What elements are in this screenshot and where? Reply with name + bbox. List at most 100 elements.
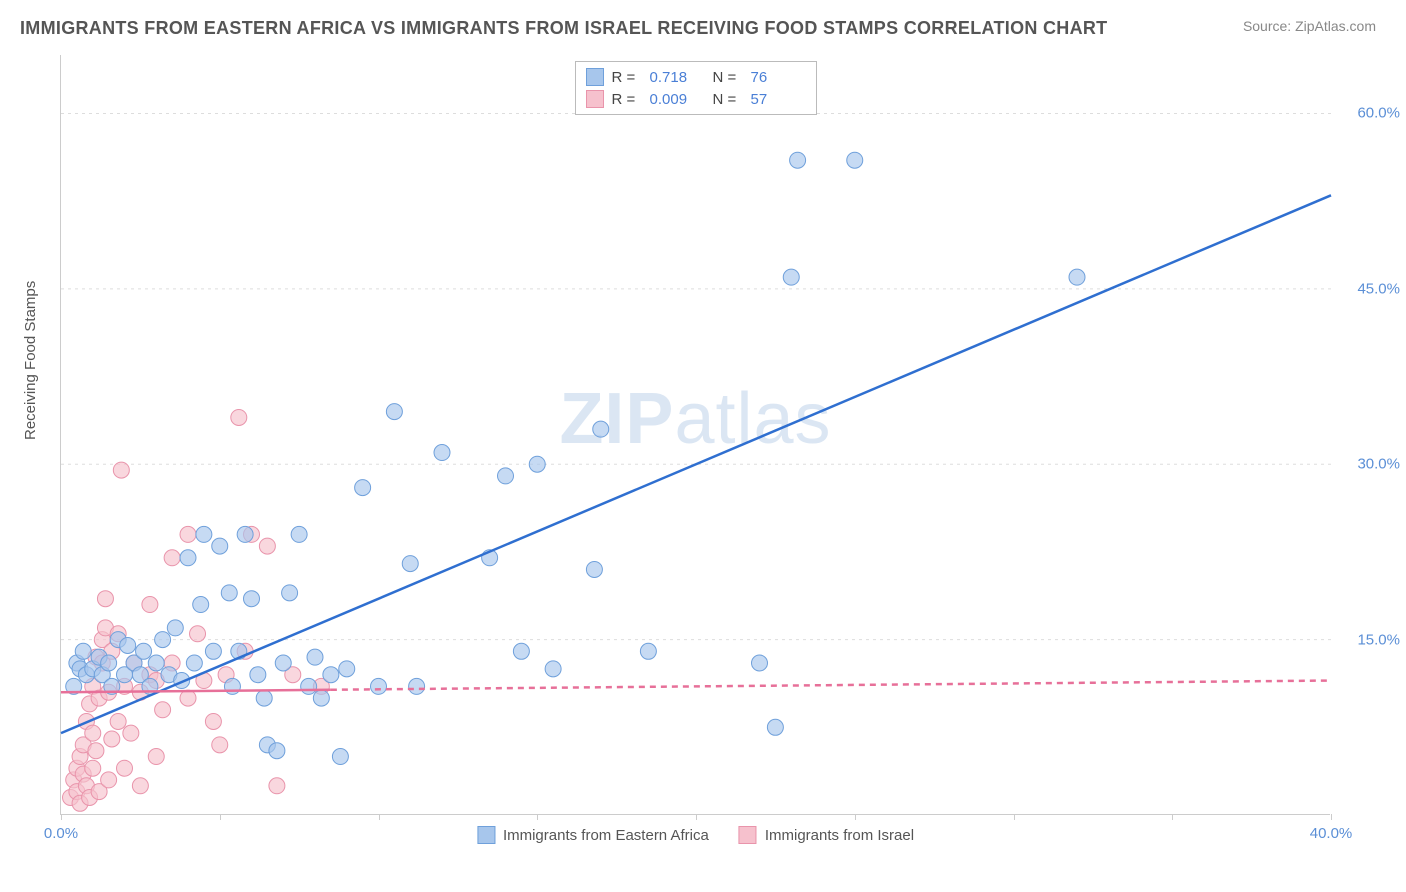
data-point (123, 725, 139, 741)
data-point (256, 690, 272, 706)
data-point (307, 649, 323, 665)
data-point (212, 737, 228, 753)
data-point (205, 713, 221, 729)
legend-swatch-a (586, 68, 604, 86)
data-point (498, 468, 514, 484)
x-tick (855, 814, 856, 820)
data-point (186, 655, 202, 671)
data-point (164, 550, 180, 566)
data-point (117, 760, 133, 776)
data-point (291, 526, 307, 542)
data-point (155, 702, 171, 718)
legend-swatch-b-icon (739, 826, 757, 844)
data-point (323, 667, 339, 683)
legend-row-a: R = 0.718 N = 76 (586, 66, 806, 88)
data-point (101, 655, 117, 671)
data-point (269, 778, 285, 794)
plot-svg (61, 55, 1330, 814)
source-label: Source: ZipAtlas.com (1243, 18, 1376, 34)
x-tick (1331, 814, 1332, 820)
x-tick (696, 814, 697, 820)
x-tick (1014, 814, 1015, 820)
legend-n-label: N = (713, 91, 743, 108)
x-tick-label: 40.0% (1310, 825, 1353, 842)
y-tick-label: 15.0% (1357, 631, 1400, 648)
legend-r-label: R = (612, 69, 642, 86)
data-point (231, 409, 247, 425)
data-point (371, 678, 387, 694)
legend-row-b: R = 0.009 N = 57 (586, 88, 806, 110)
trend-line (331, 681, 1331, 690)
data-point (402, 556, 418, 572)
legend-correlation: R = 0.718 N = 76 R = 0.009 N = 57 (575, 61, 817, 115)
data-point (148, 749, 164, 765)
y-tick-label: 30.0% (1357, 456, 1400, 473)
data-point (85, 725, 101, 741)
data-point (237, 526, 253, 542)
data-point (513, 643, 529, 659)
data-point (640, 643, 656, 659)
x-tick (61, 814, 62, 820)
data-point (529, 456, 545, 472)
data-point (1069, 269, 1085, 285)
data-point (244, 591, 260, 607)
data-point (167, 620, 183, 636)
legend-series: Immigrants from Eastern Africa Immigrant… (477, 826, 914, 844)
data-point (132, 778, 148, 794)
legend-swatch-b (586, 90, 604, 108)
data-point (190, 626, 206, 642)
data-point (593, 421, 609, 437)
data-point (180, 550, 196, 566)
data-point (332, 749, 348, 765)
data-point (301, 678, 317, 694)
x-tick (379, 814, 380, 820)
data-point (136, 643, 152, 659)
legend-n-value: 76 (751, 69, 806, 86)
data-point (180, 526, 196, 542)
legend-n-label: N = (713, 69, 743, 86)
legend-n-value: 57 (751, 91, 806, 108)
data-point (783, 269, 799, 285)
legend-r-label: R = (612, 91, 642, 108)
data-point (339, 661, 355, 677)
x-tick (220, 814, 221, 820)
data-point (355, 480, 371, 496)
data-point (104, 731, 120, 747)
data-point (193, 597, 209, 613)
legend-r-value: 0.718 (650, 69, 705, 86)
data-point (142, 597, 158, 613)
y-tick-label: 45.0% (1357, 280, 1400, 297)
data-point (586, 561, 602, 577)
data-point (75, 643, 91, 659)
data-point (790, 152, 806, 168)
legend-item-a: Immigrants from Eastern Africa (477, 826, 709, 844)
data-point (120, 637, 136, 653)
data-point (269, 743, 285, 759)
x-tick-label: 0.0% (44, 825, 78, 842)
data-point (113, 462, 129, 478)
chart-area: ZIPatlas R = 0.718 N = 76 R = 0.009 N = … (60, 55, 1330, 815)
legend-swatch-a-icon (477, 826, 495, 844)
legend-label-b: Immigrants from Israel (765, 827, 914, 844)
legend-label-a: Immigrants from Eastern Africa (503, 827, 709, 844)
data-point (386, 404, 402, 420)
data-point (434, 445, 450, 461)
x-tick (537, 814, 538, 820)
data-point (224, 678, 240, 694)
data-point (155, 632, 171, 648)
chart-title: IMMIGRANTS FROM EASTERN AFRICA VS IMMIGR… (20, 18, 1107, 39)
legend-item-b: Immigrants from Israel (739, 826, 914, 844)
data-point (752, 655, 768, 671)
y-axis-label: Receiving Food Stamps (22, 281, 39, 440)
legend-r-value: 0.009 (650, 91, 705, 108)
data-point (148, 655, 164, 671)
data-point (282, 585, 298, 601)
data-point (88, 743, 104, 759)
data-point (212, 538, 228, 554)
x-tick (1172, 814, 1173, 820)
data-point (97, 591, 113, 607)
data-point (110, 713, 126, 729)
data-point (101, 772, 117, 788)
data-point (205, 643, 221, 659)
data-point (196, 526, 212, 542)
